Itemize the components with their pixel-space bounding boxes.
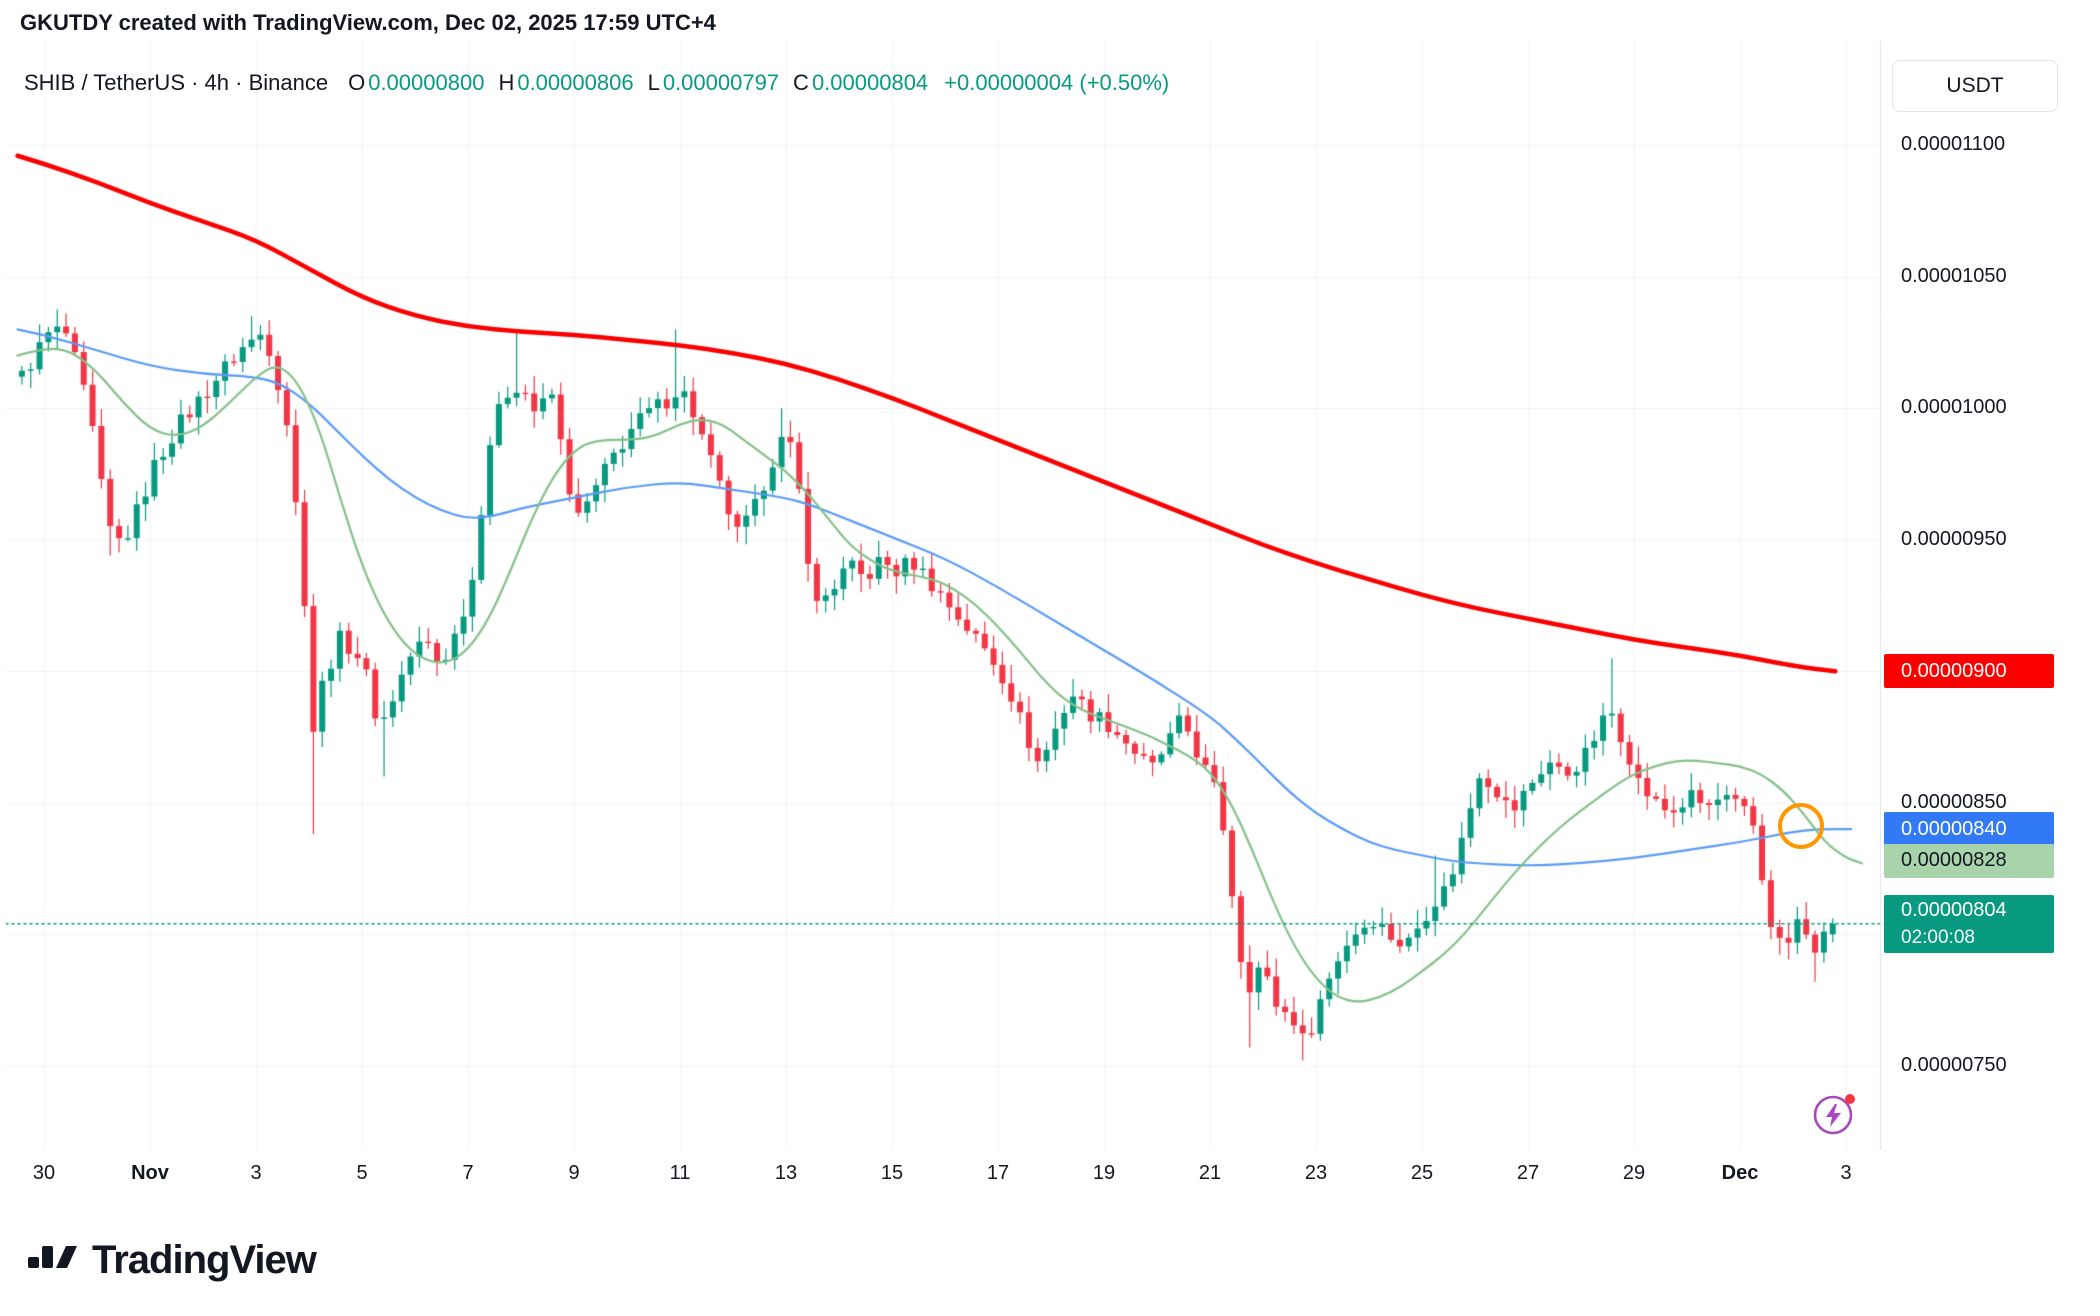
time-tick-label: 5 (356, 1162, 368, 1184)
ohlc-high: H 0.00000806 (498, 70, 634, 95)
time-tick-label: 27 (1516, 1162, 1540, 1184)
time-tick-label: 3 (250, 1162, 262, 1184)
ohlc-low: L 0.00000797 (647, 70, 780, 95)
tradingview-logo[interactable]: TradingView (28, 1238, 317, 1283)
time-tick-label: 19 (1092, 1162, 1116, 1184)
time-tick-label: 21 (1198, 1162, 1222, 1184)
symbol-title[interactable]: SHIB / TetherUS · 4h · Binance (24, 70, 329, 95)
crossover-highlight-circle[interactable] (1777, 803, 1824, 850)
time-tick-label: 9 (568, 1162, 580, 1184)
ohlc-open: O 0.00000800 (348, 70, 485, 95)
time-tick-label: Nov (131, 1162, 169, 1184)
attribution-text: GKUTDY created with TradingView.com, Dec… (20, 10, 716, 35)
flash-ideas-icon[interactable] (1811, 1091, 1857, 1137)
last-price-label: 0.00000804 02:00:08 (1884, 894, 2054, 953)
tradingview-logo-mark (28, 1245, 77, 1268)
time-tick-label: 23 (1304, 1162, 1328, 1184)
time-tick-label: 11 (669, 1162, 691, 1184)
lightning-bolt-icon (1813, 1094, 1855, 1135)
ma-long-price-label: 0.00000900 (1884, 654, 2054, 689)
time-tick-label: 29 (1622, 1162, 1646, 1184)
time-axis[interactable]: 30 Nov 3 5 7 9 11 13 15 17 19 21 23 25 27 29 Dec 3 (0, 1150, 2100, 1196)
time-tick-label: 25 (1410, 1162, 1434, 1184)
ma-mid-price-label: 0.00000840 (1884, 812, 2054, 847)
notification-dot (1845, 1094, 1855, 1104)
currency-usdt-button[interactable]: USDT (1892, 60, 2058, 112)
price-tick-label: 0.00001050 (1901, 264, 2007, 287)
ohlc-close: C 0.00000804 (793, 70, 929, 95)
time-tick-label: 3 (1840, 1162, 1852, 1184)
time-tick-label: 15 (880, 1162, 904, 1184)
time-tick-label: 30 (32, 1162, 56, 1184)
tradingview-logo-text: TradingView (92, 1238, 317, 1282)
price-tick-label: 0.00000850 (1901, 790, 2007, 813)
change-value: +0.00000004 (+0.50%) (944, 70, 1170, 95)
price-tick-label: 0.00000750 (1901, 1053, 2007, 1076)
time-tick-label: 17 (986, 1162, 1010, 1184)
bar-countdown-timer: 02:00:08 (1901, 926, 1975, 948)
ma-short-price-label: 0.00000828 (1884, 843, 2054, 878)
time-tick-label: Dec (1721, 1162, 1759, 1184)
price-tick-label: 0.00001100 (1901, 133, 2006, 156)
time-tick-label: 13 (774, 1162, 798, 1184)
chart-legend: SHIB / TetherUS · 4h · Binance O 0.0000080… (24, 70, 1169, 96)
price-tick-label: 0.00000950 (1901, 527, 2007, 550)
time-tick-label: 7 (462, 1162, 474, 1184)
price-tick-label: 0.00001000 (1901, 396, 2007, 419)
last-price-value: 0.00000804 (1901, 898, 2007, 921)
